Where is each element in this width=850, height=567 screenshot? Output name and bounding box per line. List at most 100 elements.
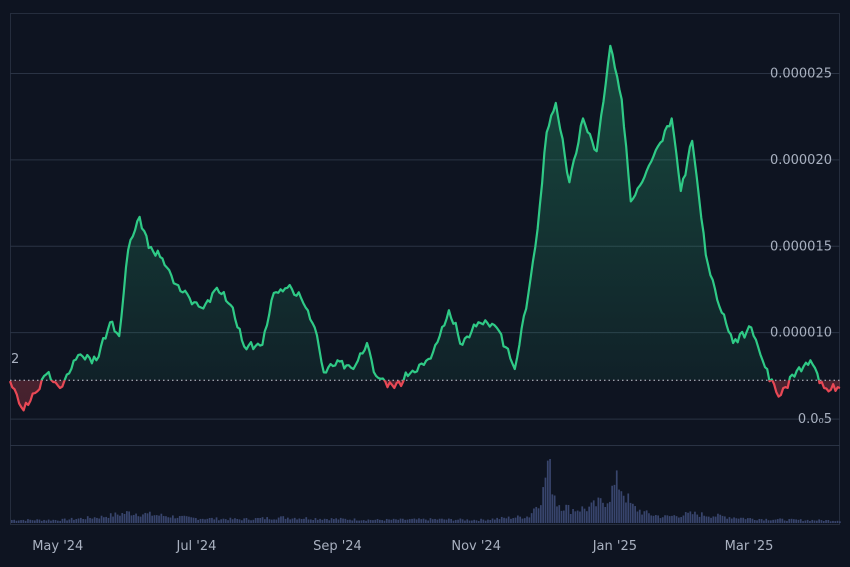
volume-bar bbox=[728, 517, 731, 523]
volume-bar bbox=[153, 515, 156, 523]
volume-bar bbox=[604, 506, 607, 523]
volume-bar bbox=[542, 487, 544, 523]
volume-bar bbox=[431, 519, 434, 523]
volume-bar bbox=[169, 517, 172, 523]
volume-bar bbox=[634, 506, 636, 523]
volume-bar bbox=[514, 517, 517, 523]
y-tick-label: 0.000010 bbox=[770, 326, 832, 341]
volume-bar bbox=[652, 515, 655, 523]
volume-bar bbox=[510, 518, 512, 523]
volume-bar bbox=[471, 520, 473, 523]
volume-bar bbox=[167, 517, 170, 523]
volume-bar bbox=[496, 517, 498, 523]
volume-bar bbox=[66, 520, 68, 523]
volume-bar bbox=[404, 519, 406, 523]
volume-bar bbox=[540, 505, 542, 523]
volume-bar bbox=[629, 502, 632, 523]
volume-bar bbox=[349, 519, 351, 523]
volume-bar bbox=[636, 511, 639, 523]
volume-bar bbox=[673, 515, 676, 523]
volume-bar bbox=[388, 519, 390, 523]
volume-bar bbox=[459, 518, 462, 523]
volume-bar bbox=[31, 520, 34, 523]
y-tick-label: 0.000025 bbox=[770, 66, 832, 81]
volume-bar bbox=[588, 506, 590, 523]
volume-bar bbox=[592, 500, 595, 523]
volume-bar bbox=[360, 520, 363, 523]
volume-bar bbox=[160, 513, 163, 523]
baseline-marker-label: 2 bbox=[11, 352, 19, 367]
volume-bar bbox=[333, 519, 335, 523]
volume-bar bbox=[820, 520, 823, 523]
volume-bar bbox=[137, 516, 140, 523]
volume-bar bbox=[779, 518, 781, 523]
volume-bar bbox=[298, 518, 301, 523]
volume-bar bbox=[671, 515, 673, 523]
volume-bar bbox=[300, 518, 303, 523]
volume-bar bbox=[326, 519, 328, 523]
volume-bar bbox=[250, 520, 252, 523]
volume-bar bbox=[15, 520, 18, 523]
volume-bar bbox=[243, 518, 245, 523]
volume-bar bbox=[121, 512, 124, 523]
volume-bar bbox=[188, 516, 190, 523]
volume-bar bbox=[749, 518, 751, 523]
volume-bar bbox=[563, 510, 565, 523]
volume-bar bbox=[666, 515, 669, 523]
volume-bar bbox=[735, 518, 738, 523]
volume-bar bbox=[321, 519, 324, 523]
volume-bar bbox=[797, 519, 800, 523]
volume-bar bbox=[615, 470, 618, 523]
volume-bar bbox=[91, 518, 94, 523]
volume-bar bbox=[323, 518, 326, 523]
volume-bar bbox=[70, 517, 73, 523]
volume-bar bbox=[774, 519, 777, 523]
volume-bar bbox=[595, 506, 597, 523]
volume-bar bbox=[86, 516, 89, 523]
volume-bar bbox=[839, 521, 841, 523]
volume-bar bbox=[668, 516, 671, 523]
volume-bar bbox=[197, 519, 199, 523]
volume-bar bbox=[328, 520, 331, 523]
x-tick-label: Jan '25 bbox=[592, 539, 637, 554]
volume-bar bbox=[445, 519, 448, 523]
volume-bar bbox=[132, 514, 135, 523]
volume-bar bbox=[648, 513, 650, 523]
volume-bar bbox=[758, 518, 761, 523]
volume-bar bbox=[293, 517, 296, 523]
volume-bar bbox=[103, 517, 105, 523]
volume-bar bbox=[429, 518, 432, 523]
volume-bar bbox=[351, 520, 354, 523]
volume-bar bbox=[473, 519, 475, 523]
volume-bar bbox=[282, 516, 285, 523]
volume-bar bbox=[691, 514, 694, 523]
volume-bar bbox=[303, 518, 305, 523]
price-areas bbox=[10, 45, 840, 411]
volume-bar bbox=[356, 520, 358, 523]
volume-bar bbox=[144, 512, 147, 523]
volume-bar bbox=[229, 517, 232, 523]
volume-bar bbox=[420, 519, 423, 523]
volume-bar bbox=[822, 521, 825, 523]
volume-bar bbox=[142, 514, 144, 523]
volume-bar bbox=[786, 520, 788, 523]
volume-bar bbox=[804, 520, 807, 523]
volume-bar bbox=[657, 515, 659, 523]
volume-bar bbox=[264, 519, 266, 523]
volume-bar bbox=[330, 518, 333, 523]
volume-bar bbox=[675, 516, 678, 523]
volume-bar bbox=[192, 517, 195, 523]
volume-bar bbox=[427, 520, 429, 523]
volume-bar bbox=[116, 514, 119, 523]
volume-bar bbox=[353, 518, 356, 523]
volume-bar bbox=[438, 518, 441, 523]
volume-bar bbox=[546, 460, 549, 523]
volume-bar bbox=[178, 516, 181, 523]
volume-bar bbox=[625, 502, 627, 523]
volume-bar bbox=[176, 517, 179, 523]
volume-bar bbox=[312, 520, 314, 523]
volume-bar bbox=[710, 517, 712, 523]
volume-bar bbox=[583, 508, 586, 523]
volume-bar bbox=[162, 515, 165, 523]
